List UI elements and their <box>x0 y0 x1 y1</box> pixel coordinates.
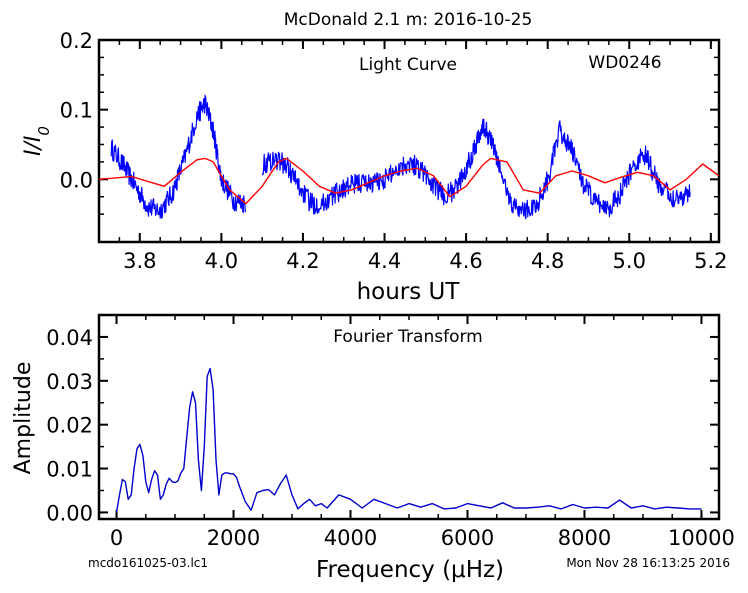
footer-file-name: mcdo161025-03.lc1 <box>88 556 208 570</box>
light-curve-x-tick-label: 5.2 <box>694 249 727 273</box>
light-curve-series-1-line <box>99 157 719 205</box>
light-curve-x-tick-label: 4.8 <box>531 249 564 273</box>
light-curve-series-0-line <box>110 94 246 219</box>
light-curve-x-tick-label: 4.2 <box>286 249 319 273</box>
fourier-x-tick-label: 0 <box>110 526 123 550</box>
figure-title: McDonald 2.1 m: 2016-10-25 <box>284 10 533 30</box>
fourier-x-tick-label: 2000 <box>207 526 260 550</box>
light-curve-frame <box>97 38 721 244</box>
light-curve-x-tick-label: 5.0 <box>613 249 646 273</box>
fourier-x-tick-label: 4000 <box>324 526 377 550</box>
light-curve-y-tick-label: 0.1 <box>60 99 93 123</box>
fourier-y-tick-label: 0.03 <box>46 370 93 394</box>
fourier-x-tick-label: 10000 <box>668 526 735 550</box>
light-curve-annotation: Light Curve <box>359 55 457 75</box>
light-curve-panel: Light Curve WD0246 hours UT I/I0 3.8 4.0 4… <box>21 29 728 305</box>
light-curve-xlabel: hours UT <box>357 279 461 305</box>
fourier-panel: Fourier Transform Frequency (μHz) Amplit… <box>11 313 735 583</box>
fourier-xlabel: Frequency (μHz) <box>316 557 504 583</box>
light-curve-y-tick-label: 0.2 <box>60 29 93 53</box>
light-curve-x-tick-label: 3.8 <box>123 249 156 273</box>
fourier-x-tick-label: 6000 <box>441 526 494 550</box>
fourier-x-tick-label: 8000 <box>558 526 611 550</box>
light-curve-x-tick-label: 4.0 <box>205 249 238 273</box>
fourier-annotation: Fourier Transform <box>333 327 482 347</box>
light-curve-ylabel: I/I0 <box>21 126 53 156</box>
light-curve-series-0-line <box>261 118 691 220</box>
fourier-series-0-line <box>115 367 702 513</box>
fourier-y-tick-label: 0.04 <box>46 326 93 350</box>
light-curve-x-tick-label: 4.6 <box>449 249 482 273</box>
fourier-ylabel: Amplitude <box>11 362 36 475</box>
object-label: WD0246 <box>588 53 661 73</box>
light-curve-x-tick-label: 4.4 <box>368 249 401 273</box>
light-curve-y-tick-label: 0.0 <box>60 168 93 192</box>
fourier-y-tick-label: 0.02 <box>46 414 93 438</box>
footer-timestamp: Mon Nov 28 16:13:25 2016 <box>566 556 730 570</box>
fourier-y-tick-label: 0.00 <box>46 501 93 525</box>
fourier-y-tick-label: 0.01 <box>46 458 93 482</box>
